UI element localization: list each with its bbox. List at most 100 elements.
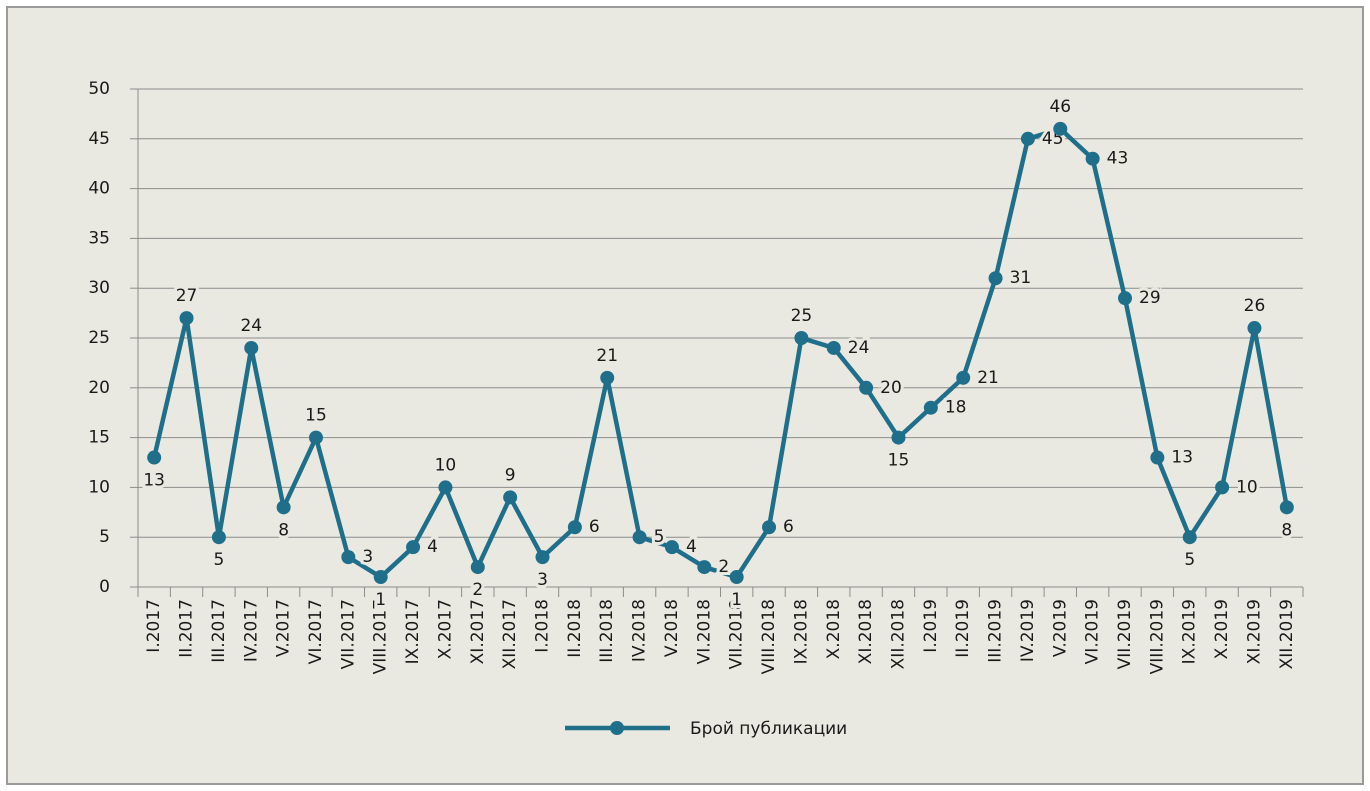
data-point bbox=[1150, 450, 1165, 465]
data-point bbox=[1020, 131, 1035, 146]
data-label: 6 bbox=[589, 517, 600, 537]
data-label: 43 bbox=[1107, 149, 1129, 169]
data-label: 6 bbox=[783, 517, 794, 537]
data-label: 15 bbox=[305, 406, 327, 426]
data-label: 8 bbox=[1281, 520, 1292, 540]
x-tick-label: IX.2017 bbox=[403, 599, 423, 664]
data-label: 13 bbox=[1171, 448, 1193, 468]
data-point bbox=[535, 550, 550, 565]
x-tick-label: II.2019 bbox=[953, 599, 973, 658]
x-tick-label: VII.2019 bbox=[1115, 599, 1135, 669]
data-point bbox=[1247, 321, 1262, 336]
data-point bbox=[1085, 151, 1100, 166]
data-point bbox=[664, 540, 679, 555]
x-tick-label: III.2019 bbox=[986, 599, 1006, 663]
data-label: 27 bbox=[176, 286, 198, 306]
x-tick-label: X.2019 bbox=[1212, 599, 1232, 659]
data-point bbox=[503, 490, 518, 505]
data-point bbox=[891, 430, 906, 445]
x-tick-label: I.2019 bbox=[921, 599, 941, 653]
data-point bbox=[794, 331, 809, 345]
data-label: 13 bbox=[143, 471, 165, 491]
y-tick-label: 10 bbox=[88, 477, 110, 497]
data-line bbox=[151, 126, 1290, 580]
data-point bbox=[600, 370, 615, 385]
x-tick-label: VIII.2018 bbox=[759, 599, 779, 674]
x-tick-label: VI.2018 bbox=[694, 599, 714, 664]
data-label: 1 bbox=[375, 590, 386, 610]
x-tick-label: V.2019 bbox=[1050, 599, 1070, 657]
data-label: 24 bbox=[848, 338, 870, 358]
x-tick-label: XII.2018 bbox=[888, 599, 908, 669]
data-point bbox=[826, 340, 841, 355]
data-point bbox=[308, 430, 323, 445]
data-point bbox=[211, 530, 226, 545]
data-label: 46 bbox=[1049, 97, 1071, 117]
data-label: 26 bbox=[1244, 296, 1266, 316]
data-label: 8 bbox=[278, 520, 289, 540]
data-label: 21 bbox=[596, 346, 618, 366]
x-tick-label: XI.2019 bbox=[1244, 599, 1264, 664]
data-label: 4 bbox=[427, 537, 438, 557]
chart-frame bbox=[6, 6, 1364, 785]
data-label: 20 bbox=[880, 378, 902, 398]
x-tick-label: IV.2018 bbox=[630, 599, 650, 662]
data-label: 45 bbox=[1042, 129, 1064, 149]
x-tick-label: X.2017 bbox=[435, 599, 455, 659]
data-point bbox=[373, 570, 388, 585]
data-label: 5 bbox=[1184, 550, 1195, 570]
y-tick-label: 40 bbox=[88, 179, 110, 199]
x-tick-label: VII.2017 bbox=[338, 599, 358, 669]
data-label: 9 bbox=[505, 465, 516, 485]
y-tick-label: 50 bbox=[88, 79, 110, 99]
data-label: 24 bbox=[240, 316, 262, 336]
data-point bbox=[956, 370, 971, 385]
data-point bbox=[859, 380, 874, 395]
y-tick-label: 25 bbox=[88, 328, 110, 348]
y-tick-label: 35 bbox=[88, 228, 110, 248]
x-tick-label: I.2017 bbox=[144, 599, 164, 653]
x-tick-label: IV.2019 bbox=[1018, 599, 1038, 662]
data-label: 18 bbox=[945, 398, 967, 418]
data-label: 5 bbox=[213, 550, 224, 570]
legend-marker bbox=[610, 721, 624, 735]
x-tick-label: III.2017 bbox=[209, 599, 229, 663]
data-point bbox=[1053, 121, 1068, 136]
y-tick-label: 30 bbox=[88, 278, 110, 298]
data-label: 25 bbox=[791, 306, 813, 326]
data-point bbox=[729, 570, 744, 585]
data-point bbox=[1215, 480, 1230, 495]
data-label: 10 bbox=[435, 455, 457, 475]
y-tick-label: 5 bbox=[99, 527, 110, 547]
data-label: 4 bbox=[686, 537, 697, 557]
x-tick-label: XII.2017 bbox=[500, 599, 520, 669]
x-tick-label: V.2018 bbox=[662, 599, 682, 657]
data-point bbox=[988, 271, 1003, 286]
data-point bbox=[341, 550, 356, 565]
x-tick-label: IX.2019 bbox=[1180, 599, 1200, 664]
x-tick-label: II.2017 bbox=[177, 599, 197, 658]
x-tick-label: IV.2017 bbox=[241, 599, 261, 662]
x-tick-label: X.2018 bbox=[824, 599, 844, 659]
legend-label: Брой публикации bbox=[690, 719, 847, 739]
x-tick-label: IX.2018 bbox=[791, 599, 811, 664]
data-label: 3 bbox=[362, 547, 373, 567]
x-tick-label: VII.2018 bbox=[727, 599, 747, 669]
data-point bbox=[470, 560, 485, 575]
data-label: 15 bbox=[888, 451, 910, 471]
x-tick-label: XI.2018 bbox=[856, 599, 876, 664]
y-tick-label: 20 bbox=[88, 378, 110, 398]
data-point bbox=[762, 520, 777, 535]
data-point bbox=[438, 480, 453, 495]
x-tick-label: II.2018 bbox=[565, 599, 585, 658]
data-point bbox=[1182, 530, 1197, 545]
data-point bbox=[179, 311, 194, 326]
data-point bbox=[1279, 500, 1294, 515]
data-point bbox=[632, 530, 647, 545]
x-tick-label: V.2017 bbox=[274, 599, 294, 657]
data-point bbox=[406, 540, 421, 555]
data-point bbox=[276, 500, 291, 515]
x-tick-label: I.2018 bbox=[533, 599, 553, 653]
data-label: 29 bbox=[1139, 288, 1161, 308]
